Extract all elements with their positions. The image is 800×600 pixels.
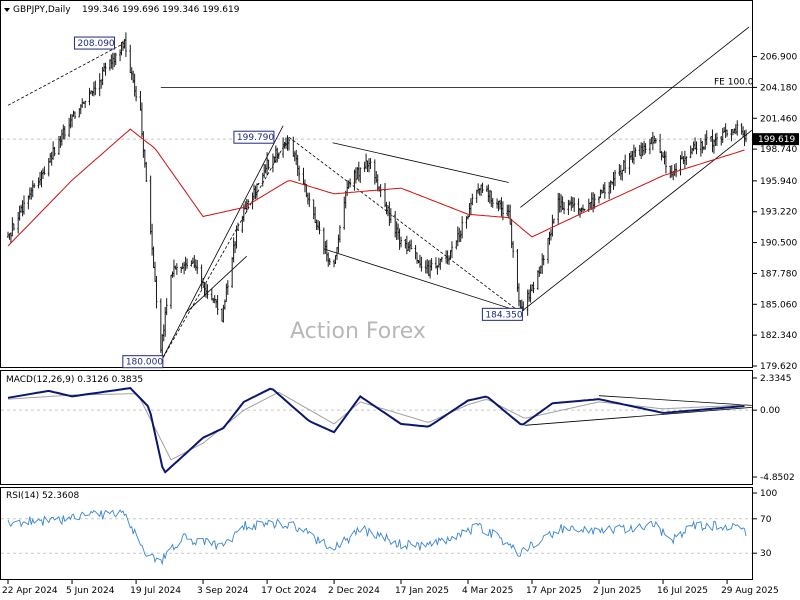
price-tick-label: 179.620	[760, 362, 797, 372]
current-price-label: 199.619	[758, 135, 795, 145]
price-callout-box	[73, 36, 115, 50]
fib-leg-line	[288, 136, 521, 313]
rsi-line	[7, 509, 747, 566]
time-tick-label: 17 Apr 2025	[526, 586, 582, 596]
rsi-title: RSI(14) 52.3608	[6, 491, 79, 501]
price-callout-box	[481, 307, 523, 321]
watermark: Action Forex	[290, 319, 426, 344]
price-callout-label: 199.790	[237, 133, 274, 143]
macd-panel: MACD(12,26,9) 0.3126 0.3835 2.3345 0.00 -4…	[0, 370, 795, 485]
fe-level-label: FE 100.0	[714, 77, 754, 87]
time-tick-label: 5 Jun 2024	[66, 586, 115, 596]
price-tick-label: 190.500	[760, 239, 797, 249]
rsi-tick-label: 70	[760, 515, 772, 525]
price-callout-label: 208.090	[77, 39, 114, 49]
price-tick-label: 195.940	[760, 177, 797, 187]
price-tick-label: 182.340	[760, 331, 797, 341]
price-tick-label: 201.460	[760, 114, 797, 124]
channel-line	[325, 249, 521, 313]
time-tick-label: 17 Jan 2025	[395, 586, 449, 596]
price-callout-label: 184.350	[485, 310, 522, 320]
time-tick-label: 2 Jun 2025	[593, 586, 641, 596]
time-tick-label: 16 Jul 2025	[657, 586, 708, 596]
ohlc-readout: 199.346 199.696 199.346 199.619	[82, 5, 240, 15]
channel-line	[520, 129, 753, 313]
macd-tick-label: 2.3345	[760, 374, 792, 384]
time-tick-label: 4 Mar 2025	[462, 586, 513, 596]
time-tick-label: 29 Aug 2025	[721, 586, 779, 596]
time-tick-label: 3 Sep 2024	[197, 586, 249, 596]
macd-line	[7, 387, 745, 474]
fib-leg-line	[7, 42, 125, 106]
price-tick-label: 187.780	[760, 269, 797, 279]
channel-line	[185, 255, 247, 314]
time-tick-label: 22 Apr 2024	[2, 586, 58, 596]
macd-title: MACD(12,26,9) 0.3126 0.3835	[6, 375, 143, 385]
price-panel: GBPJPY,Daily 199.346 199.696 199.346 199…	[0, 0, 799, 372]
macd-trendline	[524, 407, 752, 426]
time-axis: 22 Apr 2024 5 Jun 2024 19 Jul 2024 3 Sep 20…	[2, 580, 779, 596]
channel-line	[332, 142, 509, 183]
moving-average-line	[7, 128, 745, 247]
time-tick-label: 2 Dec 2024	[328, 586, 380, 596]
time-tick-label: 17 Oct 2024	[261, 586, 317, 596]
price-tick-label: 206.900	[760, 53, 797, 63]
rsi-tick-label: 100	[760, 489, 777, 499]
price-callout-box	[122, 355, 164, 369]
rsi-panel: RSI(14) 52.3608 100 70 30	[0, 487, 777, 580]
price-tick-label: 185.060	[760, 300, 797, 310]
macd-tick-label: 0.00	[760, 406, 780, 416]
macd-tick-label: -4.8502	[760, 473, 795, 483]
current-price-tag	[753, 133, 799, 146]
fib-leg-line	[160, 137, 290, 362]
rsi-tick-label: 30	[760, 549, 772, 559]
time-tick-label: 19 Jul 2024	[130, 586, 181, 596]
price-callout-box	[233, 130, 275, 144]
chart-title: GBPJPY,Daily	[13, 5, 71, 15]
macd-signal-line	[7, 391, 745, 461]
channel-line	[160, 125, 284, 362]
collapse-triangle-icon[interactable]	[4, 8, 10, 12]
macd-trendline	[598, 395, 752, 406]
price-tick-label: 204.180	[760, 83, 797, 93]
price-callout-label: 180.000	[126, 358, 163, 368]
channel-line	[520, 26, 750, 208]
price-tick-label: 198.740	[760, 145, 797, 155]
price-tick-label: 193.220	[760, 208, 797, 218]
